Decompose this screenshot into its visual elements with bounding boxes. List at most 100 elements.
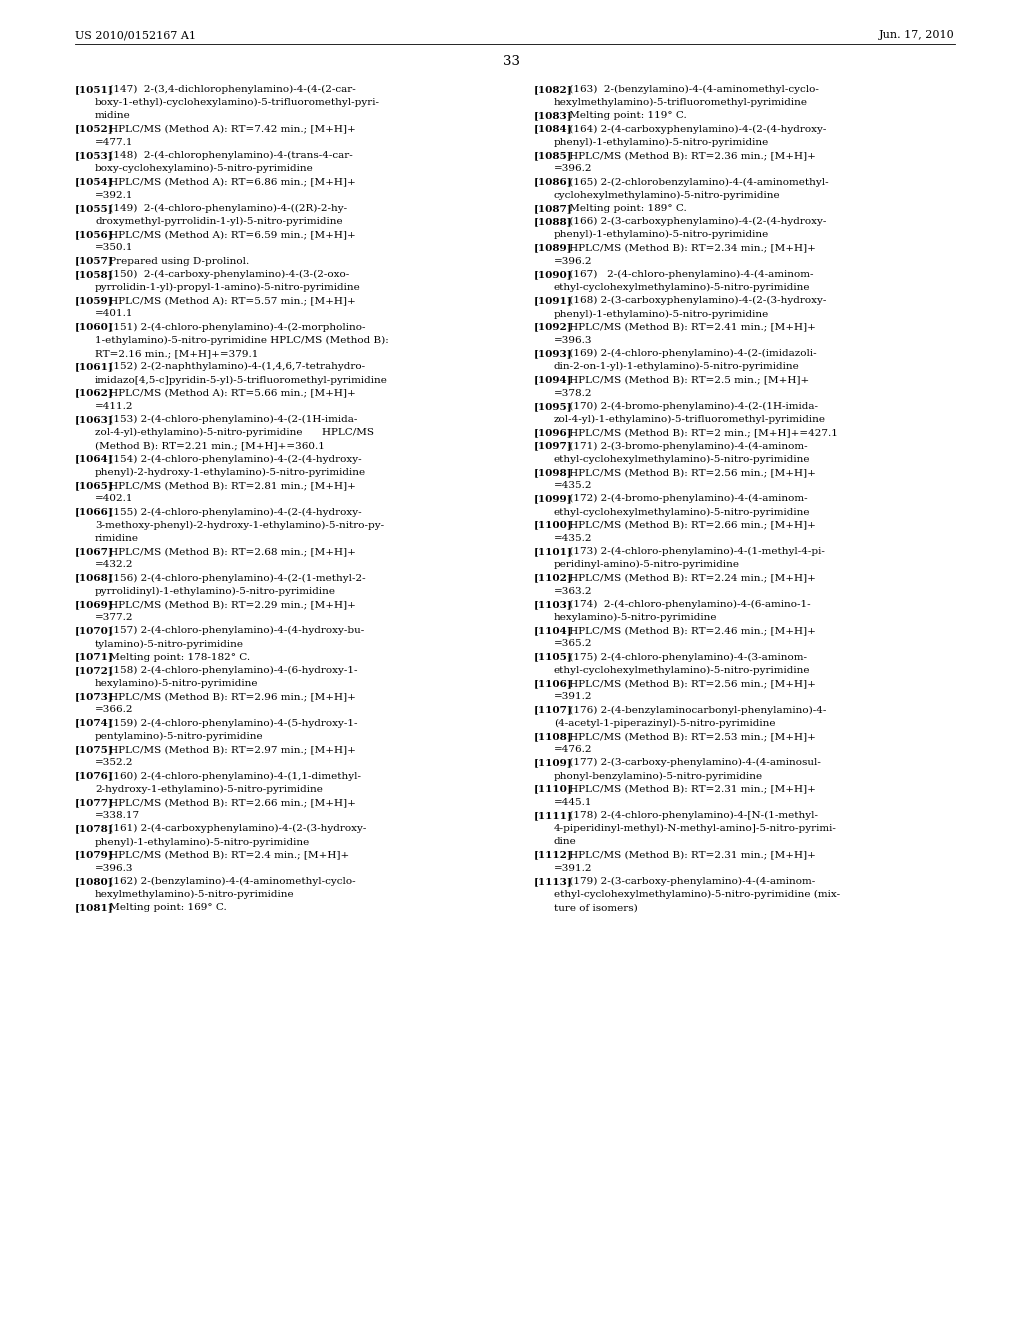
Text: (175) 2-(4-chloro-phenylamino)-4-(3-aminom-: (175) 2-(4-chloro-phenylamino)-4-(3-amin… [565, 652, 807, 661]
Text: HPLC/MS (Method B): RT=2.81 min.; [M+H]+: HPLC/MS (Method B): RT=2.81 min.; [M+H]+ [106, 480, 356, 490]
Text: HPLC/MS (Method B): RT=2.31 min.; [M+H]+: HPLC/MS (Method B): RT=2.31 min.; [M+H]+ [565, 850, 815, 859]
Text: [1054]: [1054] [75, 177, 114, 186]
Text: =432.2: =432.2 [95, 560, 133, 569]
Text: ethyl-cyclohexylmethylamino)-5-nitro-pyrimidine: ethyl-cyclohexylmethylamino)-5-nitro-pyr… [554, 507, 811, 516]
Text: [1095]: [1095] [534, 401, 572, 411]
Text: zol-4-yl)-1-ethylamino)-5-trifluoromethyl-pyrimidine: zol-4-yl)-1-ethylamino)-5-trifluoromethy… [554, 414, 826, 424]
Text: (155) 2-(4-chloro-phenylamino)-4-(2-(4-hydroxy-: (155) 2-(4-chloro-phenylamino)-4-(2-(4-h… [106, 507, 362, 516]
Text: =365.2: =365.2 [554, 639, 593, 648]
Text: (152) 2-(2-naphthylamino)-4-(1,4,6,7-tetrahydro-: (152) 2-(2-naphthylamino)-4-(1,4,6,7-tet… [106, 362, 366, 371]
Text: [1063]: [1063] [75, 414, 114, 424]
Text: =391.2: =391.2 [554, 692, 593, 701]
Text: [1096]: [1096] [534, 428, 572, 437]
Text: (164) 2-(4-carboxyphenylamino)-4-(2-(4-hydroxy-: (164) 2-(4-carboxyphenylamino)-4-(2-(4-h… [565, 124, 826, 133]
Text: [1104]: [1104] [534, 626, 572, 635]
Text: (176) 2-(4-benzylaminocarbonyl-phenylamino)-4-: (176) 2-(4-benzylaminocarbonyl-phenylami… [565, 705, 826, 714]
Text: (151) 2-(4-chloro-phenylamino)-4-(2-morpholino-: (151) 2-(4-chloro-phenylamino)-4-(2-morp… [106, 322, 366, 331]
Text: HPLC/MS (Method B): RT=2.46 min.; [M+H]+: HPLC/MS (Method B): RT=2.46 min.; [M+H]+ [565, 626, 815, 635]
Text: =476.2: =476.2 [554, 744, 593, 754]
Text: [1099]: [1099] [534, 494, 572, 503]
Text: [1053]: [1053] [75, 150, 114, 160]
Text: HPLC/MS (Method B): RT=2.31 min.; [M+H]+: HPLC/MS (Method B): RT=2.31 min.; [M+H]+ [565, 784, 815, 793]
Text: [1100]: [1100] [534, 520, 572, 529]
Text: =435.2: =435.2 [554, 480, 593, 490]
Text: [1089]: [1089] [534, 243, 572, 252]
Text: =396.2: =396.2 [554, 256, 593, 265]
Text: zol-4-yl)-ethylamino)-5-nitro-pyrimidine      HPLC/MS: zol-4-yl)-ethylamino)-5-nitro-pyrimidine… [95, 428, 374, 437]
Text: HPLC/MS (Method B): RT=2.66 min.; [M+H]+: HPLC/MS (Method B): RT=2.66 min.; [M+H]+ [565, 520, 815, 529]
Text: Melting point: 119° C.: Melting point: 119° C. [565, 111, 686, 120]
Text: (4-acetyl-1-piperazinyl)-5-nitro-pyrimidine: (4-acetyl-1-piperazinyl)-5-nitro-pyrimid… [554, 718, 775, 727]
Text: [1076]: [1076] [75, 771, 114, 780]
Text: [1051]: [1051] [75, 84, 114, 94]
Text: hexylmethylamino)-5-nitro-pyrimidine: hexylmethylamino)-5-nitro-pyrimidine [95, 890, 295, 899]
Text: din-2-on-1-yl)-1-ethylamino)-5-nitro-pyrimidine: din-2-on-1-yl)-1-ethylamino)-5-nitro-pyr… [554, 362, 800, 371]
Text: (174)  2-(4-chloro-phenylamino)-4-(6-amino-1-: (174) 2-(4-chloro-phenylamino)-4-(6-amin… [565, 599, 810, 609]
Text: [1103]: [1103] [534, 599, 572, 609]
Text: Prepared using D-prolinol.: Prepared using D-prolinol. [106, 256, 250, 265]
Text: HPLC/MS (Method B): RT=2 min.; [M+H]+=427.1: HPLC/MS (Method B): RT=2 min.; [M+H]+=42… [565, 428, 838, 437]
Text: phonyl-benzylamino)-5-nitro-pyrimidine: phonyl-benzylamino)-5-nitro-pyrimidine [554, 771, 763, 780]
Text: [1064]: [1064] [75, 454, 114, 463]
Text: [1113]: [1113] [534, 876, 572, 886]
Text: [1084]: [1084] [534, 124, 572, 133]
Text: boxy-cyclohexylamino)-5-nitro-pyrimidine: boxy-cyclohexylamino)-5-nitro-pyrimidine [95, 164, 313, 173]
Text: [1097]: [1097] [534, 441, 572, 450]
Text: US 2010/0152167 A1: US 2010/0152167 A1 [75, 30, 196, 40]
Text: HPLC/MS (Method B): RT=2.96 min.; [M+H]+: HPLC/MS (Method B): RT=2.96 min.; [M+H]+ [106, 692, 356, 701]
Text: 3-methoxy-phenyl)-2-hydroxy-1-ethylamino)-5-nitro-py-: 3-methoxy-phenyl)-2-hydroxy-1-ethylamino… [95, 520, 384, 529]
Text: hexylmethylamino)-5-trifluoromethyl-pyrimidine: hexylmethylamino)-5-trifluoromethyl-pyri… [554, 98, 808, 107]
Text: phenyl)-1-ethylamino)-5-nitro-pyrimidine: phenyl)-1-ethylamino)-5-nitro-pyrimidine [95, 837, 310, 846]
Text: (159) 2-(4-chloro-phenylamino)-4-(5-hydroxy-1-: (159) 2-(4-chloro-phenylamino)-4-(5-hydr… [106, 718, 358, 727]
Text: pentylamino)-5-nitro-pyrimidine: pentylamino)-5-nitro-pyrimidine [95, 731, 263, 741]
Text: (172) 2-(4-bromo-phenylamino)-4-(4-aminom-: (172) 2-(4-bromo-phenylamino)-4-(4-amino… [565, 494, 807, 503]
Text: HPLC/MS (Method B): RT=2.4 min.; [M+H]+: HPLC/MS (Method B): RT=2.4 min.; [M+H]+ [106, 850, 350, 859]
Text: [1074]: [1074] [75, 718, 114, 727]
Text: (173) 2-(4-chloro-phenylamino)-4-(1-methyl-4-pi-: (173) 2-(4-chloro-phenylamino)-4-(1-meth… [565, 546, 824, 556]
Text: HPLC/MS (Method A): RT=5.57 min.; [M+H]+: HPLC/MS (Method A): RT=5.57 min.; [M+H]+ [106, 296, 356, 305]
Text: =392.1: =392.1 [95, 190, 133, 199]
Text: (162) 2-(benzylamino)-4-(4-aminomethyl-cyclo-: (162) 2-(benzylamino)-4-(4-aminomethyl-c… [106, 876, 356, 886]
Text: (149)  2-(4-chloro-phenylamino)-4-((2R)-2-hy-: (149) 2-(4-chloro-phenylamino)-4-((2R)-2… [106, 203, 347, 213]
Text: [1071]: [1071] [75, 652, 114, 661]
Text: (169) 2-(4-chloro-phenylamino)-4-(2-(imidazoli-: (169) 2-(4-chloro-phenylamino)-4-(2-(imi… [565, 348, 816, 358]
Text: Melting point: 189° C.: Melting point: 189° C. [565, 203, 686, 213]
Text: (Method B): RT=2.21 min.; [M+H]+=360.1: (Method B): RT=2.21 min.; [M+H]+=360.1 [95, 441, 325, 450]
Text: [1107]: [1107] [534, 705, 572, 714]
Text: [1081]: [1081] [75, 903, 114, 912]
Text: (147)  2-(3,4-dichlorophenylamino)-4-(4-(2-car-: (147) 2-(3,4-dichlorophenylamino)-4-(4-(… [106, 84, 356, 94]
Text: (154) 2-(4-chloro-phenylamino)-4-(2-(4-hydroxy-: (154) 2-(4-chloro-phenylamino)-4-(2-(4-h… [106, 454, 362, 463]
Text: (158) 2-(4-chloro-phenylamino)-4-(6-hydroxy-1-: (158) 2-(4-chloro-phenylamino)-4-(6-hydr… [106, 665, 358, 675]
Text: (161) 2-(4-carboxyphenylamino)-4-(2-(3-hydroxy-: (161) 2-(4-carboxyphenylamino)-4-(2-(3-h… [106, 824, 367, 833]
Text: [1068]: [1068] [75, 573, 114, 582]
Text: (148)  2-(4-chlorophenylamino)-4-(trans-4-car-: (148) 2-(4-chlorophenylamino)-4-(trans-4… [106, 150, 353, 160]
Text: (157) 2-(4-chloro-phenylamino)-4-(4-hydroxy-bu-: (157) 2-(4-chloro-phenylamino)-4-(4-hydr… [106, 626, 365, 635]
Text: dine: dine [554, 837, 577, 846]
Text: [1109]: [1109] [534, 758, 572, 767]
Text: [1087]: [1087] [534, 203, 572, 213]
Text: =350.1: =350.1 [95, 243, 133, 252]
Text: 33: 33 [504, 55, 520, 69]
Text: phenyl)-1-ethylamino)-5-nitro-pyrimidine: phenyl)-1-ethylamino)-5-nitro-pyrimidine [554, 137, 769, 147]
Text: =396.2: =396.2 [554, 164, 593, 173]
Text: rimidine: rimidine [95, 533, 139, 543]
Text: [1106]: [1106] [534, 678, 572, 688]
Text: ethyl-cyclohexylmethylamino)-5-nitro-pyrimidine: ethyl-cyclohexylmethylamino)-5-nitro-pyr… [554, 665, 811, 675]
Text: [1061]: [1061] [75, 362, 114, 371]
Text: [1101]: [1101] [534, 546, 572, 556]
Text: HPLC/MS (Method B): RT=2.34 min.; [M+H]+: HPLC/MS (Method B): RT=2.34 min.; [M+H]+ [565, 243, 815, 252]
Text: [1082]: [1082] [534, 84, 572, 94]
Text: =363.2: =363.2 [554, 586, 593, 595]
Text: [1073]: [1073] [75, 692, 114, 701]
Text: HPLC/MS (Method A): RT=7.42 min.; [M+H]+: HPLC/MS (Method A): RT=7.42 min.; [M+H]+ [106, 124, 356, 133]
Text: [1077]: [1077] [75, 797, 114, 807]
Text: =378.2: =378.2 [554, 388, 593, 397]
Text: [1108]: [1108] [534, 731, 572, 741]
Text: (165) 2-(2-chlorobenzylamino)-4-(4-aminomethyl-: (165) 2-(2-chlorobenzylamino)-4-(4-amino… [565, 177, 828, 186]
Text: [1111]: [1111] [534, 810, 572, 820]
Text: (178) 2-(4-chloro-phenylamino)-4-[N-(1-methyl-: (178) 2-(4-chloro-phenylamino)-4-[N-(1-m… [565, 810, 817, 820]
Text: Melting point: 169° C.: Melting point: 169° C. [106, 903, 227, 912]
Text: [1067]: [1067] [75, 546, 114, 556]
Text: [1098]: [1098] [534, 467, 572, 477]
Text: pyrrolidinyl)-1-ethylamino)-5-nitro-pyrimidine: pyrrolidinyl)-1-ethylamino)-5-nitro-pyri… [95, 586, 336, 595]
